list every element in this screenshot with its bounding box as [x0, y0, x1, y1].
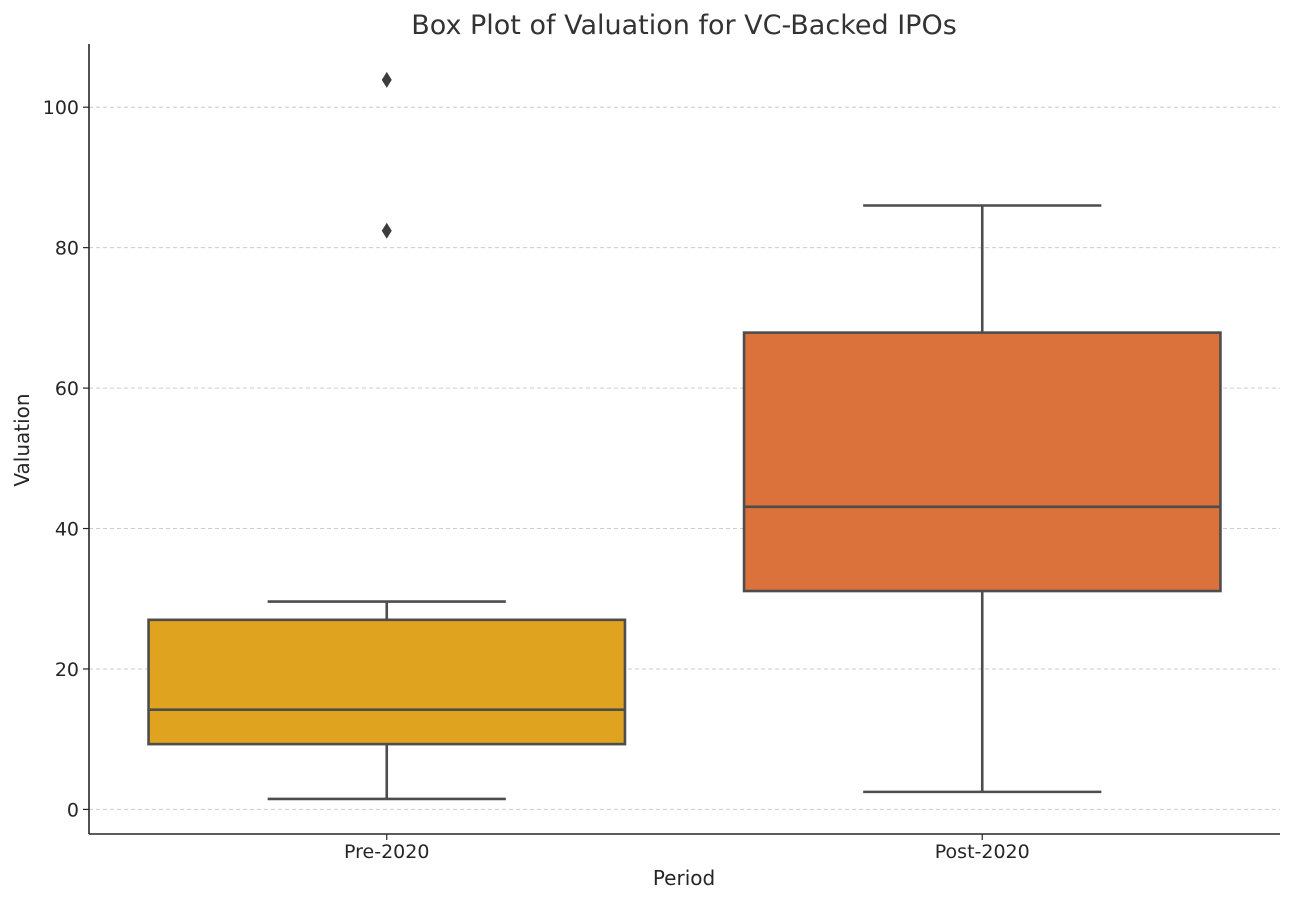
chart-title: Box Plot of Valuation for VC-Backed IPOs — [411, 10, 957, 41]
axes: 0 20 40 60 80 100 Pre-2020 Post-2020 — [43, 44, 1280, 863]
y-tick-label-20: 20 — [55, 659, 79, 681]
y-tick-label-40: 40 — [55, 519, 79, 541]
y-tick-label-60: 60 — [55, 378, 79, 400]
y-tick-label-80: 80 — [55, 238, 79, 260]
box-1 — [742, 331, 1222, 593]
box-0 — [147, 618, 627, 746]
outlier-0-0 — [381, 222, 392, 239]
y-tick-label-100: 100 — [43, 97, 79, 119]
box-group-1 — [742, 204, 1222, 794]
x-tick-label-0: Pre-2020 — [344, 841, 429, 863]
box-group-0 — [147, 71, 627, 801]
outlier-0-1 — [381, 71, 392, 88]
box-layer — [147, 71, 1222, 801]
y-axis-label: Valuation — [10, 393, 34, 486]
x-axis-label: Period — [653, 866, 715, 890]
y-tick-label-0: 0 — [67, 799, 79, 821]
x-tick-label-1: Post-2020 — [935, 841, 1030, 863]
